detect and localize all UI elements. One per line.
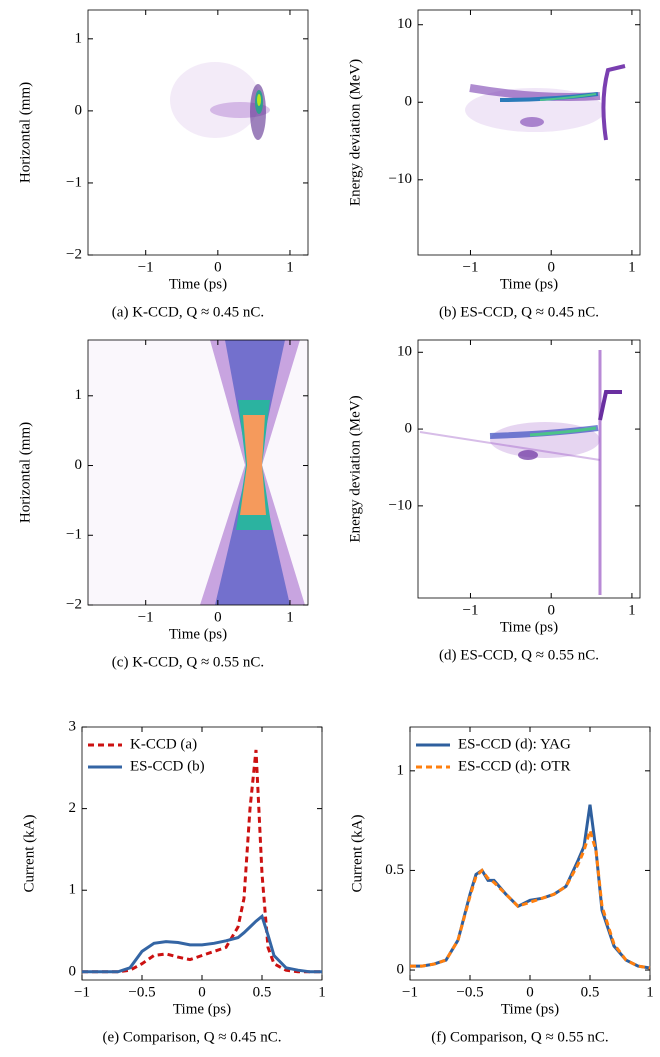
x-tick-label: 0 xyxy=(214,259,222,275)
y-tick-label: −1 xyxy=(66,527,82,543)
caption: (e) Comparison, Q ≈ 0.45 nC. xyxy=(102,1029,281,1045)
caption: (d) ES-CCD, Q ≈ 0.55 nC. xyxy=(439,647,599,663)
y-tick-label: 1 xyxy=(75,387,83,403)
x-tick-label: −0.5 xyxy=(456,984,483,1000)
x-tick-label: 1 xyxy=(286,609,294,625)
caption: (c) K-CCD, Q ≈ 0.55 nC. xyxy=(112,654,264,670)
x-tick-label: −1 xyxy=(462,602,478,618)
y-axis-label: Energy deviation (MeV) xyxy=(347,59,363,206)
x-tick-label: 0 xyxy=(214,609,222,625)
y-tick-label: 0 xyxy=(397,961,405,977)
y-tick-label: 0 xyxy=(69,963,77,979)
y-tick-label: 1 xyxy=(75,30,83,46)
legend-label: ES-CCD (b) xyxy=(130,758,205,774)
x-tick-label: 0 xyxy=(526,984,534,1000)
density-image xyxy=(419,350,622,595)
y-tick-label: −2 xyxy=(66,596,82,612)
x-axis-label: Time (ps) xyxy=(169,276,227,292)
y-tick-label: 10 xyxy=(397,344,412,360)
density-image xyxy=(465,64,626,141)
y-tick-label: 2 xyxy=(69,800,77,816)
y-tick-label: 0.5 xyxy=(385,862,404,878)
y-axis-label: Current (kA) xyxy=(21,815,37,893)
y-tick-label: −2 xyxy=(66,246,82,262)
x-axis-label: Time (ps) xyxy=(500,276,558,292)
x-axis-label: Time (ps) xyxy=(173,1001,231,1017)
x-tick-label: 1 xyxy=(628,602,636,618)
y-axis-label: Horizontal (mm) xyxy=(17,82,33,183)
x-tick-label: −1 xyxy=(138,609,154,625)
y-tick-label: 0 xyxy=(405,421,413,437)
y-tick-label: 0 xyxy=(75,457,83,473)
x-tick-label: −1 xyxy=(402,984,418,1000)
caption: (a) K-CCD, Q ≈ 0.45 nC. xyxy=(112,304,264,320)
x-tick-label: 0.5 xyxy=(581,984,600,1000)
density-image xyxy=(170,62,270,140)
x-tick-label: −1 xyxy=(74,984,90,1000)
x-axis-label: Time (ps) xyxy=(500,619,558,635)
y-tick-label: −10 xyxy=(389,497,412,513)
y-tick-label: −10 xyxy=(389,171,412,187)
density-image xyxy=(88,340,308,605)
x-tick-label: 0 xyxy=(547,602,555,618)
x-tick-label: 1 xyxy=(628,259,636,275)
y-tick-label: 0 xyxy=(75,102,83,118)
x-tick-label: 0.5 xyxy=(253,984,272,1000)
x-axis-label: Time (ps) xyxy=(501,1001,559,1017)
y-tick-label: 10 xyxy=(397,16,412,32)
x-tick-label: 0 xyxy=(198,984,206,1000)
y-tick-label: 0 xyxy=(405,94,413,110)
y-axis-label: Horizontal (mm) xyxy=(17,422,33,523)
plot-frame xyxy=(417,9,641,256)
x-tick-label: 0 xyxy=(547,259,555,275)
line-series xyxy=(82,749,322,974)
y-axis-label: Current (kA) xyxy=(349,815,365,893)
x-axis-label: Time (ps) xyxy=(169,626,227,642)
x-tick-label: 1 xyxy=(646,984,654,1000)
x-tick-label: 1 xyxy=(286,259,294,275)
caption: (b) ES-CCD, Q ≈ 0.45 nC. xyxy=(439,304,599,320)
legend-label: K-CCD (a) xyxy=(130,736,197,752)
legend-label: ES-CCD (d): YAG xyxy=(458,736,571,752)
line-series xyxy=(82,913,322,974)
line-series xyxy=(410,825,651,970)
x-tick-label: 1 xyxy=(318,984,326,1000)
y-tick-label: 1 xyxy=(69,882,77,898)
x-tick-label: −1 xyxy=(462,259,478,275)
x-tick-label: −0.5 xyxy=(128,984,155,1000)
y-axis-label: Energy deviation (MeV) xyxy=(347,395,363,542)
legend-label: ES-CCD (d): OTR xyxy=(458,758,571,774)
plot-frame xyxy=(87,9,309,256)
y-tick-label: −1 xyxy=(66,174,82,190)
plot-frame xyxy=(417,339,641,599)
y-tick-label: 1 xyxy=(397,762,405,778)
y-tick-label: 3 xyxy=(69,718,77,734)
caption: (f) Comparison, Q ≈ 0.55 nC. xyxy=(431,1029,608,1045)
plot-frame xyxy=(87,339,309,606)
x-tick-label: −1 xyxy=(138,259,154,275)
